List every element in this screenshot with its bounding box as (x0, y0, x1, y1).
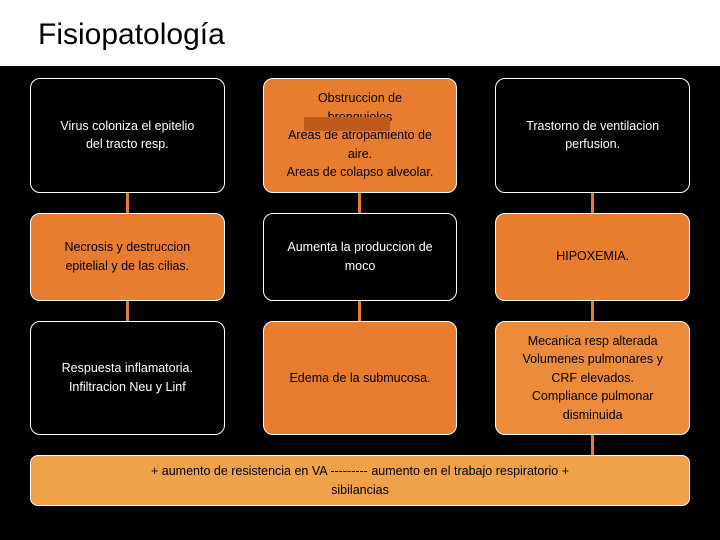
node-text: Necrosis y destruccion (64, 239, 190, 256)
flow-node-n33: Mecanica resp alteradaVolumenes pulmonar… (495, 321, 690, 436)
flowchart-grid: Virus coloniza el epiteliodel tracto res… (30, 78, 690, 506)
node-text: Aumenta la produccion de (287, 239, 432, 256)
flow-node-n31: Respuesta inflamatoria. Infiltracion Neu … (30, 321, 225, 436)
connector (126, 301, 129, 321)
footer-text: + aumento de resistencia en VA ---------… (151, 463, 569, 480)
node-text: Respuesta inflamatoria. (62, 360, 193, 377)
flow-node-n32: Edema de la submucosa. (263, 321, 458, 436)
connector (126, 193, 129, 213)
node-text: Volumenes pulmonares y (522, 351, 662, 368)
node-text: Edema de la submucosa. (289, 370, 430, 387)
node-text: HIPOXEMIA. (556, 248, 629, 265)
redaction-block (304, 117, 390, 131)
flow-node-n12: Obstruccion debronquiolosAreas de atropa… (263, 78, 458, 193)
flow-node-n22: Aumenta la produccion de moco (263, 213, 458, 301)
node-text: del tracto resp. (86, 136, 169, 153)
node-text: Areas de colapso alveolar. (287, 164, 434, 181)
node-text: Obstruccion de (318, 90, 402, 107)
flow-node-n23: HIPOXEMIA. (495, 213, 690, 301)
connector (591, 301, 594, 321)
flow-node-n13: Trastorno de ventilacionperfusion. (495, 78, 690, 193)
page-title: Fisiopatología (28, 14, 235, 60)
connector (591, 435, 594, 455)
flow-node-n11: Virus coloniza el epiteliodel tracto res… (30, 78, 225, 193)
node-text: Compliance pulmonar (532, 388, 654, 405)
node-text: epitelial y de las cilias. (65, 258, 189, 275)
connector (358, 193, 361, 213)
node-text: Infiltracion Neu y Linf (69, 379, 186, 396)
node-text: perfusion. (565, 136, 620, 153)
connector (591, 193, 594, 213)
flow-node-n21: Necrosis y destruccion epitelial y de las… (30, 213, 225, 301)
flow-footer: + aumento de resistencia en VA ---------… (30, 455, 690, 506)
node-text: Trastorno de ventilacion (526, 118, 659, 135)
node-text: moco (345, 258, 376, 275)
footer-text: sibilancias (331, 482, 389, 499)
node-text: CRF elevados. (551, 370, 634, 387)
node-text: Virus coloniza el epitelio (60, 118, 194, 135)
connector (358, 301, 361, 321)
node-text: aire. (348, 146, 372, 163)
node-text: disminuida (563, 407, 623, 424)
node-text: Mecanica resp alterada (528, 333, 658, 350)
